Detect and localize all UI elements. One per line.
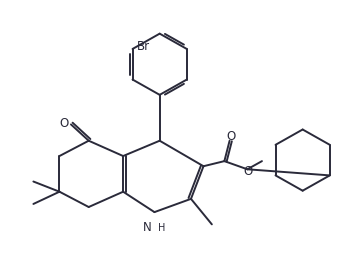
Text: Br: Br bbox=[137, 41, 150, 53]
Text: H: H bbox=[158, 223, 165, 233]
Text: N: N bbox=[143, 221, 151, 234]
Text: O: O bbox=[226, 130, 235, 143]
Text: O: O bbox=[59, 117, 68, 130]
Text: O: O bbox=[244, 165, 253, 178]
